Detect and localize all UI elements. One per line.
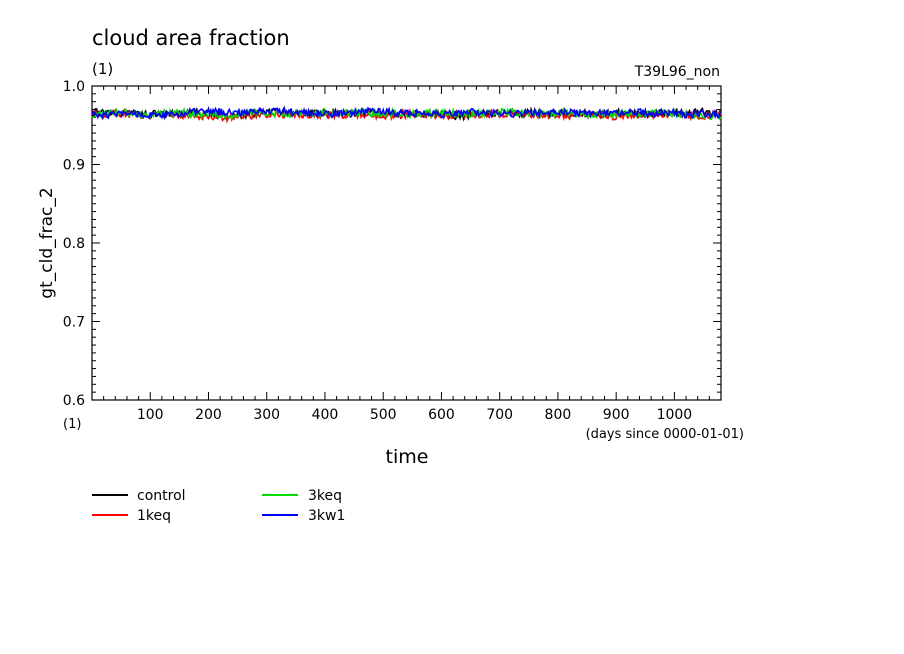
x-tick-label: 900 xyxy=(603,407,630,423)
x-tick-label: 1000 xyxy=(657,407,693,423)
y-tick-label: 1.0 xyxy=(63,79,85,95)
series-line-3keq xyxy=(91,106,722,121)
legend: control 1keq 3keq 3kw1 xyxy=(92,488,345,524)
y-tick-label: 0.6 xyxy=(63,393,85,409)
plot-frame xyxy=(91,85,722,401)
run-label: T39L96_non xyxy=(634,64,720,80)
x-axis-subtitle: (days since 0000-01-01) xyxy=(586,427,744,442)
y-tick-label: 0.8 xyxy=(63,236,85,252)
y-axis-label: gt_cld_frac_2 xyxy=(37,187,57,298)
chart-title: cloud area fraction xyxy=(92,26,290,50)
legend-label-control: control xyxy=(137,488,186,504)
x-tick-label: 400 xyxy=(312,407,339,423)
x-tick-label: 100 xyxy=(137,407,164,423)
legend-label-3kw1: 3kw1 xyxy=(308,508,345,524)
y-tick-label: 0.7 xyxy=(63,315,85,331)
series-layer xyxy=(91,105,722,124)
x-tick-label: 500 xyxy=(370,407,397,423)
x-tick-label: 200 xyxy=(195,407,222,423)
legend-label-1keq: 1keq xyxy=(137,508,171,524)
series-line-3kw1 xyxy=(91,105,722,121)
x-tick-label: 800 xyxy=(545,407,572,423)
x-tick-label: 300 xyxy=(253,407,280,423)
x-axis: 100 200 300 400 500 600 700 800 900 1000 xyxy=(103,86,710,423)
y-axis: 0.6 0.7 0.8 0.9 1.0 xyxy=(63,79,721,409)
y-tick-label: 0.9 xyxy=(63,158,85,174)
x-tick-label: 600 xyxy=(428,407,455,423)
x-units-label: (1) xyxy=(63,417,81,432)
legend-label-3keq: 3keq xyxy=(308,488,342,504)
x-tick-label: 700 xyxy=(486,407,513,423)
y-units-label: (1) xyxy=(92,60,113,78)
x-axis-label: time xyxy=(386,446,429,468)
